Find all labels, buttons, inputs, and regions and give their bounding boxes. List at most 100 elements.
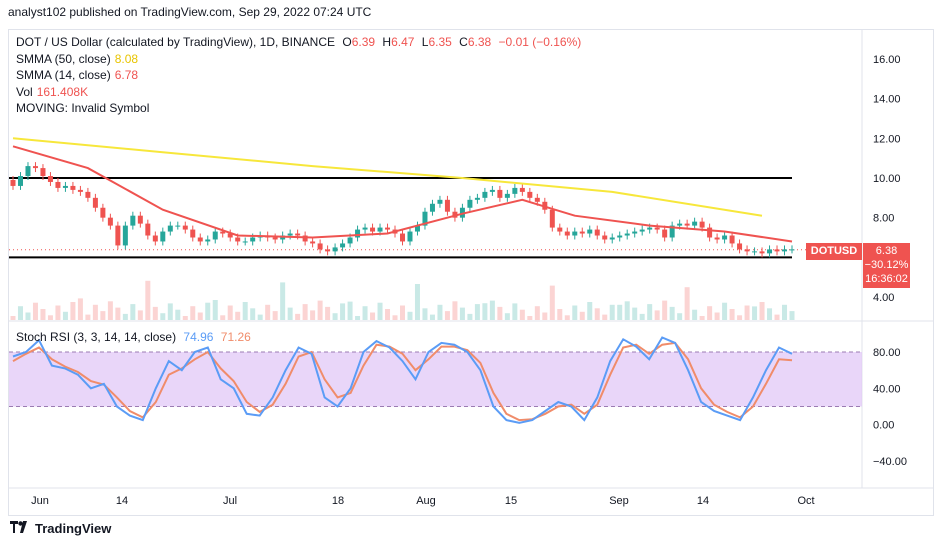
candle-body [25,166,31,177]
volume-bar [362,306,368,320]
candle-body [92,197,98,208]
volume-bar [325,306,331,320]
volume-bar [632,307,638,320]
volume-bar [287,307,293,320]
volume-bar [40,309,46,320]
volume-bar [414,284,420,320]
candle-body [137,215,143,224]
volume-bar [662,300,668,320]
legend-volume: Vol 161.408K [16,84,88,100]
candle-body [467,199,473,208]
volume-bar [437,304,443,320]
volume-bar [107,301,113,320]
candle-body [437,199,443,204]
candle-body [347,237,353,244]
volume-bar [639,313,645,320]
legend-smma50: SMMA (50, close) 8.08 [16,51,138,67]
candle-body [444,199,450,212]
candle-body [197,237,203,242]
volume-bar [190,306,196,320]
smma50-line [12,137,763,217]
candle-body [422,211,428,226]
candle-body [182,225,188,230]
candle-body [639,229,645,232]
stoch-tick-label: −40.00 [873,456,907,468]
legend-change: −0.01 (−0.16%) [498,35,582,49]
volume-bar [744,305,750,320]
stoch-d-line [12,341,793,422]
candle-body [609,237,615,240]
time-tick-label: 15 [505,495,517,507]
volume-bar [534,306,540,320]
candle-body [145,223,151,236]
volume-bar [422,308,428,320]
stoch-tick-label: 80.00 [873,347,901,359]
stoch-tick-label: 40.00 [873,383,901,395]
volume-bar [452,301,458,320]
volume-bar [85,314,91,320]
candle-body [295,233,301,236]
price-tick-label: 16.00 [873,54,901,66]
time-tick-label: 14 [697,495,709,507]
volume-bar [429,314,435,320]
legend-open-label: O [342,35,352,49]
volume-bar [407,311,413,320]
legend-low-label: L [421,35,429,49]
candle-body [77,189,83,192]
candle-body [752,251,758,253]
candle-body [669,225,675,238]
candle-body [647,227,653,230]
volume-bar [235,311,241,320]
candle-body [175,225,181,227]
candle-body [362,227,368,230]
legend-stoch: Stoch RSI (3, 3, 14, 14, close) 74.96 71… [16,329,251,345]
candle-body [677,223,683,226]
volume-bar [392,315,398,320]
candle-body [714,237,720,240]
candle-body [527,191,533,198]
candle-body [167,225,173,232]
candle-body [340,243,346,248]
volume-bar [55,305,61,320]
volume-bar [722,302,728,320]
candle-body [594,229,600,236]
footer-brand[interactable]: TradingView [10,521,111,536]
time-tick-label: Jun [31,495,49,507]
volume-bar [242,302,248,320]
volume-bar [265,304,271,320]
candle-body [482,191,488,198]
candle-body [759,251,765,254]
candle-body [250,237,256,242]
volume-bar [579,311,585,320]
candle-body [107,217,113,226]
bar-countdown: 16:36:02 [865,273,908,285]
candle-body [325,249,331,252]
candle-body [587,229,593,234]
candle-body [227,233,233,238]
smma14-value: 6.78 [114,68,139,82]
volume-bar [220,315,226,320]
candle-body [519,187,525,192]
moving-label: MOVING: Invalid Symbol [16,101,150,115]
volume-bar [227,305,233,320]
volume-bar [100,311,106,320]
volume-bar [714,312,720,320]
volume-bar [340,303,346,320]
volume-bar [137,310,143,320]
volume-bar [542,312,548,320]
candle-body [287,233,293,236]
candle-body [744,249,750,252]
legend-close-label: C [459,35,468,49]
volume-bar [729,309,735,320]
time-tick-label: 18 [332,495,344,507]
volume-bar [272,311,278,320]
candle-body [782,249,788,252]
legend-high-label: H [382,35,392,49]
volume-bar [699,316,705,320]
volume-bar [444,311,450,320]
candle-body [100,207,106,218]
smma14-label: SMMA (14, close) [16,68,111,82]
candle-body [310,241,316,244]
candle-body [70,185,76,190]
candle-body [579,231,585,234]
